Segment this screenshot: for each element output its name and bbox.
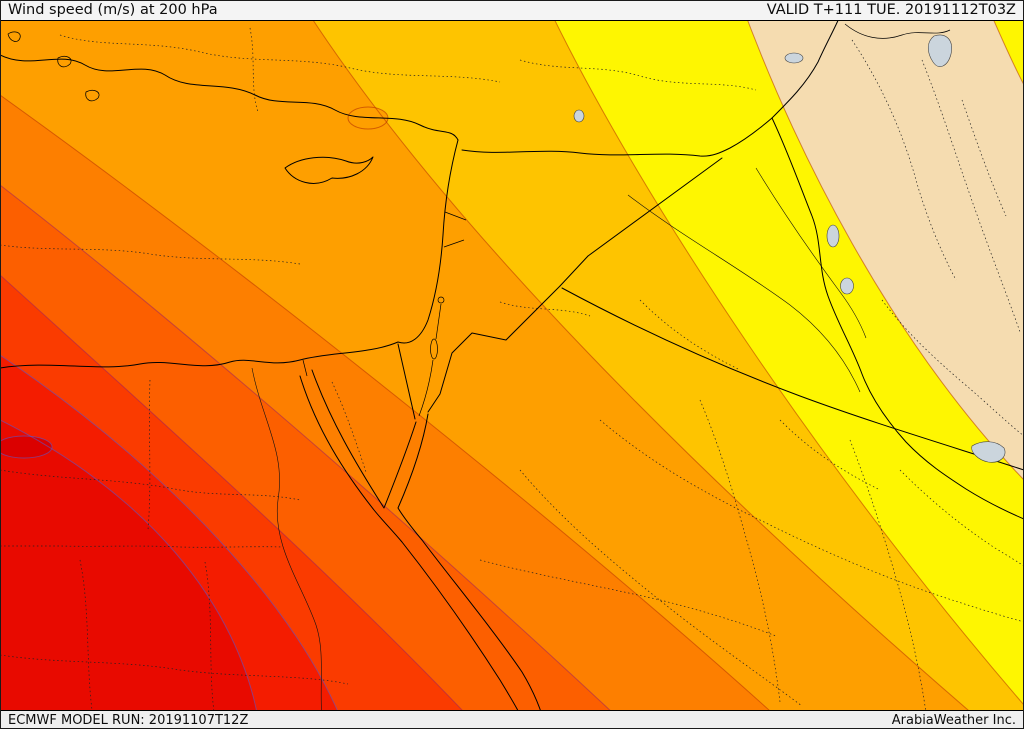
cyprus-island bbox=[284, 156, 374, 184]
israel-jordan-border bbox=[418, 359, 434, 417]
kuwait-bay bbox=[971, 441, 1006, 463]
admin-line bbox=[961, 99, 1007, 217]
iraq-jordan-border bbox=[559, 255, 589, 287]
iraq-saudi-border bbox=[561, 287, 1024, 471]
jordan-river bbox=[435, 303, 442, 340]
admin-line bbox=[59, 34, 501, 83]
admin-line bbox=[849, 439, 929, 729]
admin-line bbox=[0, 654, 349, 685]
admin-line bbox=[499, 301, 591, 317]
contour-line bbox=[299, 0, 991, 729]
turkey-iran-border bbox=[771, 15, 841, 119]
lebanon-borders bbox=[443, 211, 467, 248]
admin-line bbox=[147, 379, 151, 531]
contour-line bbox=[0, 94, 791, 729]
admin-line bbox=[0, 469, 301, 501]
sinai-coast bbox=[311, 369, 417, 509]
nile-river bbox=[251, 367, 324, 729]
turkey-south-coastline bbox=[0, 54, 459, 141]
contour-line bbox=[739, 0, 1024, 481]
turkey-syria-border bbox=[461, 117, 773, 157]
aegean-island bbox=[7, 31, 21, 42]
contour-line bbox=[0, 184, 631, 729]
brand-label: ArabiaWeather Inc. bbox=[891, 712, 1016, 728]
tigris-river bbox=[755, 167, 867, 339]
isotach-core-maximum bbox=[0, 435, 53, 459]
jordan-saudi-border bbox=[427, 285, 561, 413]
lake-tharthar bbox=[826, 224, 840, 248]
iran-iraq-border bbox=[771, 117, 1024, 520]
admin-line bbox=[204, 561, 215, 713]
levant-egypt-coastline bbox=[0, 139, 459, 369]
contour-line bbox=[0, 419, 261, 729]
aegean-island bbox=[85, 90, 100, 102]
turkey-lake bbox=[573, 109, 585, 123]
admin-line bbox=[0, 244, 301, 265]
footer-bar: ECMWF MODEL RUN: 20191107T12Z ArabiaWeat… bbox=[0, 710, 1024, 729]
admin-line bbox=[699, 399, 781, 703]
header-bar: Wind speed (m/s) at 200 hPa VALID T+111 … bbox=[0, 0, 1024, 21]
contour-line bbox=[0, 274, 481, 729]
contour-line bbox=[0, 354, 346, 729]
valid-time-label: VALID T+111 TUE. 20191112T03Z bbox=[766, 2, 1016, 18]
aegean-island bbox=[57, 56, 72, 68]
admin-line bbox=[249, 27, 259, 113]
egypt-israel-border bbox=[397, 343, 416, 420]
map-title: Wind speed (m/s) at 200 hPa bbox=[8, 2, 218, 18]
red-sea-west-coast bbox=[299, 375, 527, 729]
isotach-band-9 bbox=[0, 420, 260, 729]
admin-line bbox=[921, 59, 1021, 333]
lake-razzaza bbox=[840, 277, 854, 295]
suez-canal bbox=[302, 359, 308, 377]
admin-line bbox=[79, 559, 93, 711]
contour-line bbox=[544, 0, 1024, 706]
lake-urmia bbox=[927, 34, 952, 67]
admin-boundaries-dotted bbox=[0, 27, 1024, 729]
admin-line bbox=[331, 381, 367, 473]
caucasus-borders bbox=[844, 23, 951, 39]
model-run-label: ECMWF MODEL RUN: 20191107T12Z bbox=[8, 712, 249, 728]
sea-of-galilee bbox=[437, 296, 445, 304]
lake-van bbox=[784, 52, 804, 64]
coastlines-and-borders bbox=[0, 15, 1024, 729]
admin-line bbox=[0, 545, 283, 548]
admin-line bbox=[881, 299, 1024, 437]
admin-line bbox=[519, 469, 803, 707]
dead-sea bbox=[430, 338, 438, 360]
euphrates-river bbox=[627, 194, 861, 393]
lakes bbox=[573, 34, 1006, 463]
syria-iraq-border bbox=[587, 157, 723, 257]
rivers bbox=[251, 167, 867, 729]
red-sea-east-coast bbox=[397, 413, 547, 729]
